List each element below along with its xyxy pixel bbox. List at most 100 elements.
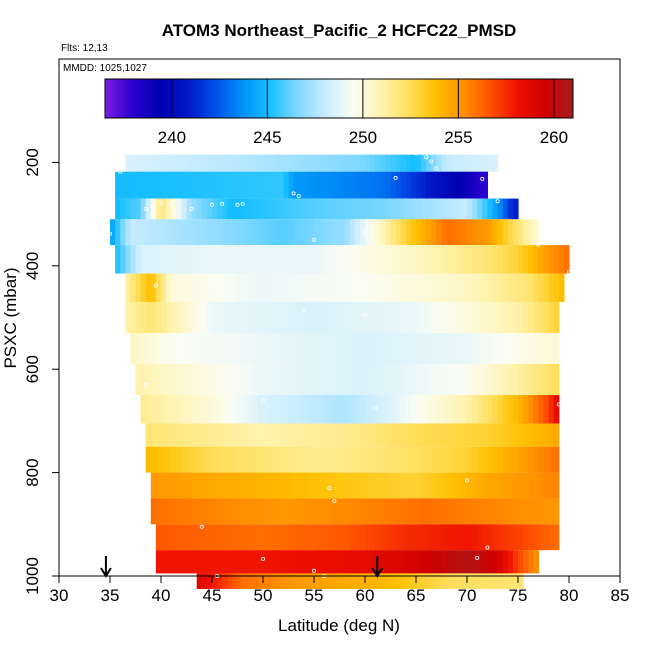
heatmap-cell <box>390 198 397 220</box>
heatmap-cell <box>176 171 182 199</box>
heatmap-cell <box>288 472 295 499</box>
heatmap-cell <box>349 171 356 199</box>
heatmap-cell <box>324 573 330 589</box>
heatmap-cell <box>497 524 504 551</box>
heatmap-cell <box>319 245 325 274</box>
heatmap-cell <box>359 273 366 302</box>
heatmap-cell <box>298 219 305 246</box>
heatmap-cell <box>349 198 356 220</box>
dates-label: MMDD: 1025,1027 <box>63 63 147 74</box>
heatmap-cell <box>543 395 550 424</box>
heatmap-cell <box>166 301 172 334</box>
heatmap-cell <box>461 573 468 589</box>
heatmap-cell <box>380 333 386 365</box>
heatmap-cell <box>354 171 361 199</box>
heatmap-cell <box>472 219 478 246</box>
heatmap-cell <box>451 395 458 424</box>
heatmap-cell <box>405 154 412 172</box>
heatmap-cell <box>191 333 198 365</box>
heatmap-cell <box>461 550 468 574</box>
heatmap-cell <box>171 550 177 574</box>
heatmap-cell <box>283 301 290 334</box>
heatmap-cell <box>344 364 351 396</box>
heatmap-cell <box>487 395 494 424</box>
heatmap-cell <box>431 423 437 447</box>
heatmap-cell <box>405 198 412 220</box>
flights-label: Flts: 12,13 <box>61 43 108 54</box>
heatmap-cell <box>268 472 274 499</box>
heatmap-cell <box>206 472 213 499</box>
heatmap-cell <box>150 423 157 447</box>
heatmap-cell <box>385 333 392 365</box>
heatmap-cell <box>334 364 341 396</box>
heatmap-cell <box>171 273 177 302</box>
heatmap-cell <box>257 245 264 274</box>
heatmap-cell <box>410 333 417 365</box>
heatmap-cell <box>380 423 386 447</box>
heatmap-cell <box>518 524 524 551</box>
heatmap-cell <box>334 395 341 424</box>
heatmap-cell <box>375 273 381 302</box>
heatmap-cell <box>135 245 142 274</box>
heatmap-cell <box>502 498 509 525</box>
heatmap-cell <box>441 423 448 447</box>
heatmap-cell <box>263 472 269 499</box>
heatmap-cell <box>227 154 233 172</box>
heatmap-cell <box>268 446 274 473</box>
heatmap-cell <box>288 154 295 172</box>
heatmap-cell <box>150 472 157 499</box>
heatmap-cell <box>365 301 371 334</box>
heatmap-cell <box>487 273 494 302</box>
heatmap-cell <box>385 364 392 396</box>
heatmap-cell <box>227 219 233 246</box>
heatmap-cell <box>263 245 269 274</box>
heatmap-cell <box>298 198 305 220</box>
heatmap-cell <box>497 301 504 334</box>
heatmap-cell <box>324 498 330 525</box>
heatmap-cell <box>456 273 463 302</box>
heatmap-cell <box>461 364 468 396</box>
heatmap-cell <box>150 198 157 220</box>
heatmap-cell <box>451 446 458 473</box>
heatmap-cell <box>349 273 356 302</box>
heatmap-cell <box>436 301 443 334</box>
heatmap-cell <box>232 550 239 574</box>
heatmap-cell <box>329 498 335 525</box>
heatmap-cell <box>344 273 351 302</box>
heatmap-cell <box>334 423 341 447</box>
heatmap-cell <box>497 219 504 246</box>
heatmap-cell <box>288 273 295 302</box>
sample-point <box>424 155 429 160</box>
heatmap-cell <box>308 154 315 172</box>
heatmap-cell <box>543 333 550 365</box>
heatmap-cell <box>354 198 361 220</box>
heatmap-cell <box>273 154 279 172</box>
heatmap-cell <box>329 219 335 246</box>
heatmap-cell <box>431 573 437 589</box>
heatmap-cell <box>390 364 397 396</box>
heatmap-cell <box>482 219 488 246</box>
heatmap-cell <box>354 245 361 274</box>
heatmap-cell <box>507 219 514 246</box>
heatmap-cell <box>186 472 193 499</box>
heatmap-cell <box>400 423 407 447</box>
heatmap-cell <box>512 333 519 365</box>
heatmap-cell <box>467 154 473 172</box>
heatmap-cell <box>421 446 427 473</box>
heatmap-cell <box>329 423 335 447</box>
heatmap-cell <box>482 395 488 424</box>
heatmap-cell <box>222 573 228 589</box>
heatmap-cell <box>467 333 473 365</box>
sample-point <box>413 151 418 156</box>
heatmap-cell <box>451 301 458 334</box>
heatmap-cell <box>217 573 223 589</box>
heatmap-cell <box>359 472 366 499</box>
heatmap-cell <box>344 333 351 365</box>
heatmap-cell <box>237 245 244 274</box>
heatmap-cell <box>472 524 478 551</box>
heatmap-cell <box>288 423 295 447</box>
heatmap-cell <box>191 198 198 220</box>
heatmap-cell <box>242 198 249 220</box>
heatmap-cell <box>472 171 478 199</box>
heatmap-cell <box>492 198 499 220</box>
